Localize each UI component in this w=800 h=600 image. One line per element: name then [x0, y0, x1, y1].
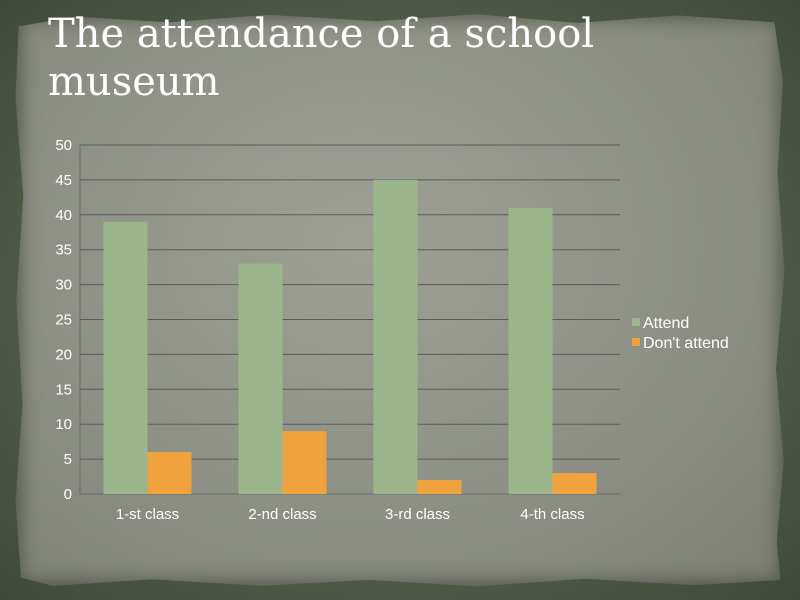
y-tick-label: 15 — [55, 381, 72, 398]
x-tick-label: 1-st class — [116, 506, 179, 523]
bar-dont-attend — [282, 431, 327, 494]
slide-title: The attendance of a school museum — [48, 11, 595, 105]
y-tick-label: 25 — [55, 312, 72, 329]
legend-label-dont-attend: Don't attend — [643, 335, 729, 352]
y-tick-label: 10 — [55, 416, 72, 433]
y-tick-label: 45 — [55, 172, 72, 189]
x-tick-label: 2-nd class — [248, 506, 316, 523]
bar-attend — [508, 207, 553, 494]
legend-label-attend: Attend — [643, 315, 689, 332]
legend-swatch-attend — [632, 318, 640, 326]
bar-dont-attend — [552, 473, 597, 494]
x-tick-label: 4-th class — [520, 506, 584, 523]
y-tick-label: 20 — [55, 346, 72, 363]
y-tick-label: 0 — [64, 486, 72, 503]
bar-dont-attend — [417, 480, 462, 494]
y-tick-label: 5 — [64, 451, 72, 468]
legend-swatch-dont-attend — [632, 338, 640, 346]
bar-attend — [373, 179, 418, 494]
y-tick-label: 40 — [55, 207, 72, 224]
bar-attend — [103, 221, 148, 494]
bar-attend — [238, 263, 283, 494]
x-tick-label: 3-rd class — [385, 506, 450, 523]
y-tick-label: 30 — [55, 277, 72, 294]
bar-dont-attend — [147, 452, 192, 494]
y-tick-label: 50 — [55, 137, 72, 154]
y-tick-label: 35 — [55, 242, 72, 259]
